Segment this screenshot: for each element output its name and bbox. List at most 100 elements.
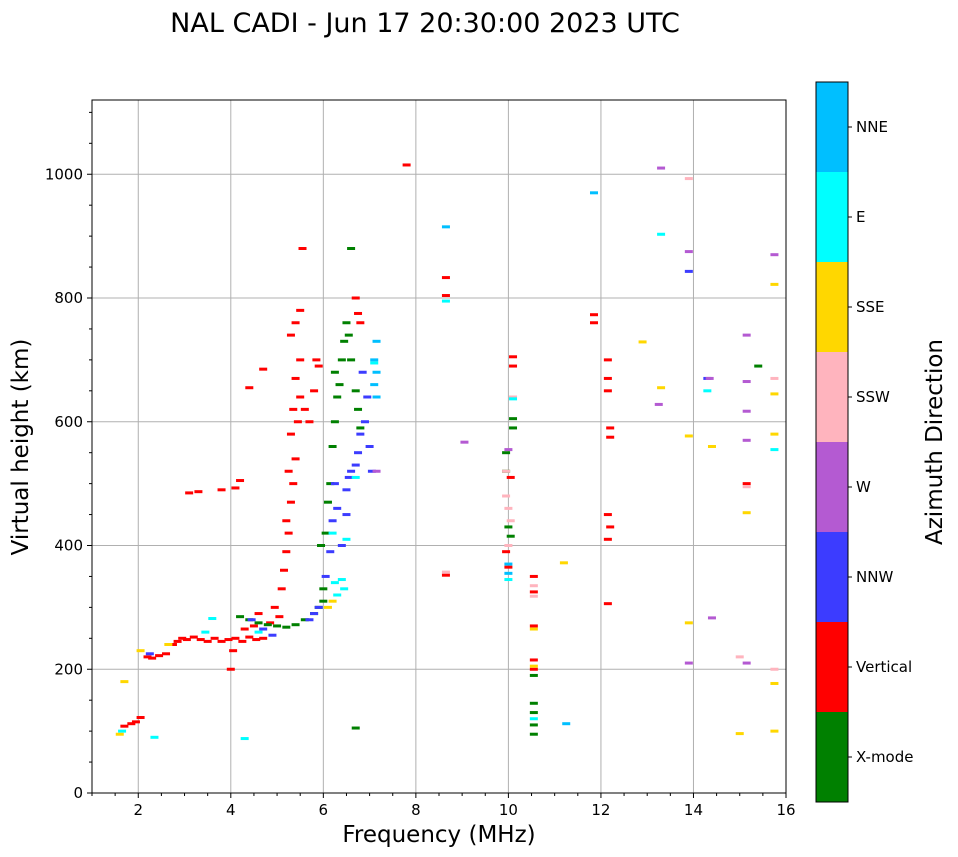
data-point bbox=[240, 737, 249, 741]
data-point bbox=[291, 376, 300, 380]
data-point bbox=[562, 722, 571, 726]
data-point bbox=[254, 612, 263, 616]
data-point bbox=[282, 625, 291, 629]
data-point bbox=[328, 599, 337, 603]
colorbar-swatch bbox=[816, 532, 848, 622]
data-point bbox=[372, 469, 381, 473]
data-point bbox=[224, 638, 233, 642]
data-point bbox=[298, 247, 307, 250]
data-point bbox=[284, 469, 293, 473]
data-point bbox=[502, 494, 511, 498]
data-point bbox=[707, 445, 716, 448]
data-point bbox=[703, 389, 712, 393]
x-tick-label: 10 bbox=[499, 801, 518, 819]
data-point bbox=[284, 531, 293, 535]
data-point bbox=[509, 364, 518, 368]
data-point bbox=[707, 616, 716, 620]
data-point bbox=[529, 711, 538, 715]
data-point bbox=[162, 652, 171, 656]
data-point bbox=[504, 525, 513, 529]
data-point bbox=[282, 519, 291, 523]
data-point bbox=[291, 623, 300, 627]
data-point bbox=[742, 380, 751, 384]
data-point bbox=[441, 299, 450, 303]
data-point bbox=[270, 605, 279, 609]
colorbar-swatch bbox=[816, 712, 848, 802]
colorbar-swatch bbox=[816, 622, 848, 712]
data-point bbox=[770, 667, 779, 671]
series-sse bbox=[115, 282, 779, 736]
data-point bbox=[337, 578, 346, 582]
data-point bbox=[506, 519, 515, 523]
data-point bbox=[305, 420, 314, 424]
data-point bbox=[441, 570, 450, 574]
data-point bbox=[155, 654, 164, 658]
data-point bbox=[275, 615, 284, 619]
data-point bbox=[120, 680, 129, 684]
colorbar-swatch bbox=[816, 262, 848, 352]
data-point bbox=[335, 383, 344, 387]
data-point bbox=[742, 511, 751, 515]
data-point bbox=[504, 565, 513, 569]
data-point bbox=[684, 434, 693, 438]
data-point bbox=[296, 358, 305, 362]
data-point bbox=[684, 250, 693, 254]
data-point bbox=[441, 225, 450, 229]
data-point bbox=[351, 726, 360, 730]
data-point bbox=[323, 500, 332, 504]
data-point bbox=[770, 729, 779, 733]
data-point bbox=[684, 661, 693, 665]
series-x-mode bbox=[236, 247, 763, 736]
data-point bbox=[742, 438, 751, 442]
x-tick-label: 2 bbox=[133, 801, 143, 819]
data-point bbox=[231, 636, 240, 640]
data-point bbox=[402, 163, 411, 167]
data-point bbox=[351, 463, 360, 467]
colorbar: X-mode Vertical NNW W SSW SSE E NNE bbox=[815, 81, 913, 803]
data-point bbox=[589, 321, 598, 325]
chart-title: NAL CADI - Jun 17 20:30:00 2023 UTC bbox=[170, 8, 680, 39]
data-point bbox=[340, 587, 349, 591]
colorbar-swatch bbox=[816, 172, 848, 262]
data-point bbox=[509, 355, 518, 359]
data-point bbox=[529, 574, 538, 578]
data-point bbox=[319, 599, 328, 603]
data-point bbox=[136, 649, 145, 653]
x-tick-label: 4 bbox=[226, 801, 236, 819]
data-point bbox=[351, 296, 360, 300]
data-point bbox=[356, 321, 365, 325]
data-point bbox=[293, 420, 302, 424]
data-point bbox=[286, 333, 295, 337]
data-point bbox=[203, 639, 212, 643]
data-point bbox=[217, 488, 226, 492]
colorbar-tick-label: NNE bbox=[856, 118, 888, 136]
data-point bbox=[370, 383, 379, 387]
data-point bbox=[603, 513, 612, 517]
plot-frame bbox=[91, 99, 787, 794]
data-point bbox=[150, 735, 159, 739]
data-point bbox=[705, 376, 714, 380]
data-point bbox=[358, 370, 367, 374]
data-point bbox=[603, 602, 612, 606]
data-point bbox=[770, 376, 779, 380]
data-point bbox=[509, 426, 518, 430]
y-tick-label: 200 bbox=[54, 660, 83, 678]
data-point bbox=[684, 621, 693, 625]
x-axis-ticks: 2 4 6 8 10 12 14 16 bbox=[91, 793, 796, 819]
data-point bbox=[354, 311, 363, 315]
data-point bbox=[344, 333, 353, 337]
data-point bbox=[347, 469, 356, 473]
data-point bbox=[529, 584, 538, 588]
data-point bbox=[321, 531, 330, 535]
data-point bbox=[231, 486, 240, 490]
data-point bbox=[603, 358, 612, 362]
data-point bbox=[277, 587, 286, 591]
data-point bbox=[178, 636, 187, 640]
data-point bbox=[504, 578, 513, 582]
data-point bbox=[735, 655, 744, 659]
data-point bbox=[127, 722, 136, 726]
data-point bbox=[305, 618, 314, 622]
data-point bbox=[509, 395, 518, 399]
data-point bbox=[603, 389, 612, 393]
